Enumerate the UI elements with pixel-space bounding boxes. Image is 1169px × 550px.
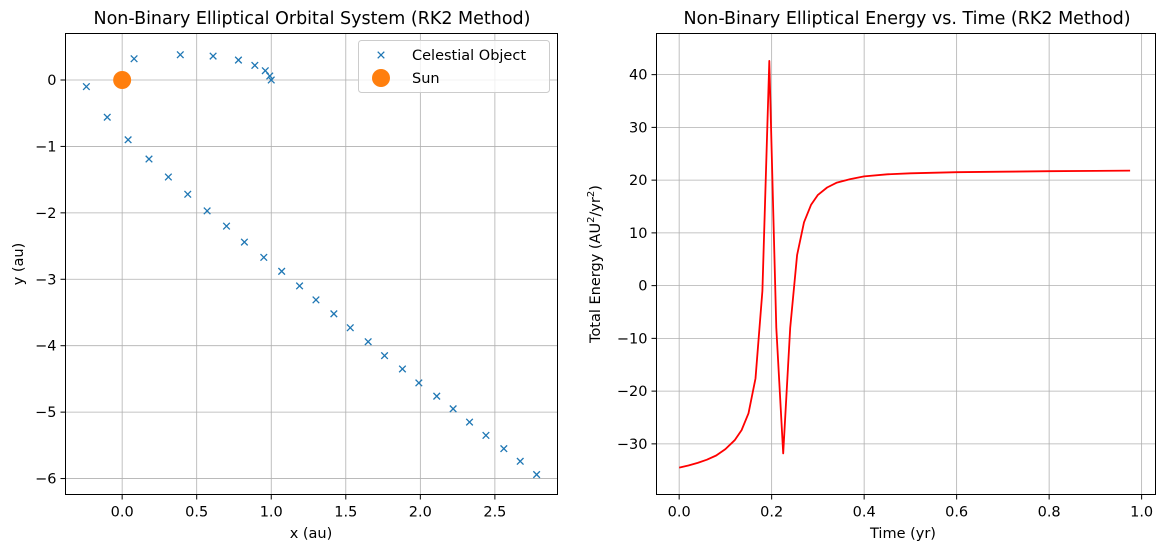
energy-y-label-prefix: Total Energy (AU: [588, 223, 604, 344]
celestial-object-point: [516, 457, 524, 466]
energy-x-axis-label: Time (yr): [869, 526, 936, 542]
orbit-legend: Celestial Object Sun: [358, 40, 550, 93]
orbit-data-marks: [82, 50, 541, 479]
orbit-y-tick-label: −1: [35, 139, 56, 155]
celestial-object-point: [251, 61, 259, 70]
orbit-chart: Non-Binary Elliptical Orbital System (RK…: [11, 9, 558, 542]
legend-x-marker: [377, 51, 385, 59]
energy-chart-title: Non-Binary Elliptical Energy vs. Time (R…: [683, 9, 1130, 29]
orbit-y-tick-label: −5: [35, 405, 56, 421]
celestial-object-point: [209, 52, 217, 60]
celestial-object-point: [449, 405, 457, 413]
orbit-chart-title: Non-Binary Elliptical Orbital System (RK…: [93, 9, 530, 29]
celestial-object-point: [103, 113, 112, 121]
celestial-object-point: [415, 379, 423, 387]
celestial-object-point: [130, 54, 138, 63]
celestial-object-point: [482, 431, 490, 440]
energy-y-tick-label: 10: [629, 226, 647, 242]
celestial-object-point: [465, 418, 474, 426]
energy-x-axis-ticks: 0.0 0.2 0.4 0.6 0.8 1.0: [668, 494, 1153, 521]
energy-grid: [656, 33, 1156, 495]
celestial-object-point: [176, 50, 185, 59]
celestial-object-point: [261, 66, 270, 75]
celestial-object-point: [346, 324, 355, 332]
celestial-object-point: [398, 365, 407, 373]
celestial-object-point: [432, 392, 441, 400]
energy-y-axis-label: Total Energy (AU2/yr2): [586, 185, 604, 344]
celestial-object-point: [267, 76, 276, 84]
orbit-x-tick-label: 1.0: [260, 505, 283, 521]
orbit-x-tick-label: 2.0: [409, 505, 432, 521]
energy-y-label-sup1: 2: [586, 217, 597, 223]
celestial-object-point: [295, 282, 304, 290]
celestial-object-point: [82, 82, 91, 91]
celestial-object-point: [277, 267, 286, 276]
energy-y-tick-label: −30: [617, 437, 648, 453]
celestial-object-point: [260, 253, 268, 262]
legend-box: [358, 40, 550, 93]
celestial-object-point: [145, 155, 153, 163]
energy-x-tick-label: 0.2: [760, 505, 783, 521]
orbit-plot-frame: [65, 33, 558, 495]
energy-y-label-mid: /yr: [588, 197, 604, 216]
legend-label-celestial-object: Celestial Object: [412, 48, 526, 64]
energy-line: [678, 60, 1131, 469]
energy-y-label-suffix: ): [588, 185, 604, 191]
celestial-object-point: [203, 207, 211, 215]
celestial-object-point: [240, 238, 249, 246]
celestial-object-point: [500, 444, 508, 453]
energy-y-axis-ticks: 40 30 20 10 0 −10 −20 −30: [617, 68, 657, 453]
orbit-y-axis-ticks: 0 −1 −2 −3 −4 −5 −6: [35, 73, 66, 488]
celestial-object-point: [380, 351, 389, 360]
celestial-object-point: [222, 222, 231, 230]
orbit-y-tick-label: −2: [35, 206, 56, 222]
energy-plot-frame: [656, 33, 1156, 495]
legend-label-sun: Sun: [412, 71, 440, 87]
celestial-object-point: [532, 470, 541, 479]
orbit-y-tick-label: −4: [35, 339, 56, 355]
energy-y-tick-label: −10: [617, 331, 648, 347]
orbit-x-tick-label: 1.5: [334, 505, 357, 521]
energy-y-tick-label: 40: [629, 68, 647, 84]
legend-marker-celestial-object: [377, 51, 385, 59]
energy-x-tick-label: 0.6: [945, 505, 968, 521]
legend-marker-sun: [372, 69, 390, 87]
energy-data-marks: [678, 60, 1131, 469]
energy-y-tick-label: 30: [629, 120, 647, 136]
energy-chart: Non-Binary Elliptical Energy vs. Time (R…: [586, 9, 1156, 542]
energy-y-tick-label: −20: [617, 384, 648, 400]
orbit-x-tick-label: 0.0: [111, 505, 134, 521]
orbit-y-tick-label: −6: [35, 472, 56, 488]
energy-x-tick-label: 1.0: [1130, 505, 1153, 521]
orbit-x-tick-label: 2.5: [483, 505, 506, 521]
orbit-x-axis-label: x (au): [290, 526, 333, 542]
orbit-y-tick-label: 0: [47, 73, 56, 89]
energy-y-label-sup2: 2: [586, 191, 597, 197]
celestial-object-point: [234, 56, 243, 64]
orbit-y-axis-label: y (au): [11, 243, 27, 286]
orbit-x-tick-label: 0.5: [185, 505, 208, 521]
celestial-object-point: [183, 190, 192, 199]
celestial-object-point: [312, 296, 320, 304]
orbit-x-axis-ticks: 0.0 0.5 1.0 1.5 2.0 2.5: [111, 494, 506, 521]
energy-x-tick-label: 0.8: [1038, 505, 1061, 521]
energy-y-tick-label: 0: [638, 279, 647, 295]
celestial-object-point: [164, 173, 173, 181]
orbit-y-tick-label: −3: [35, 272, 56, 288]
energy-x-tick-label: 0.0: [668, 505, 691, 521]
celestial-object-point: [124, 136, 132, 144]
energy-y-tick-label: 20: [629, 173, 647, 189]
celestial-object-point: [330, 310, 338, 318]
energy-x-tick-label: 0.4: [853, 505, 876, 521]
celestial-object-point: [364, 337, 372, 346]
orbit-grid: [65, 33, 558, 495]
sun-point: [113, 70, 132, 89]
